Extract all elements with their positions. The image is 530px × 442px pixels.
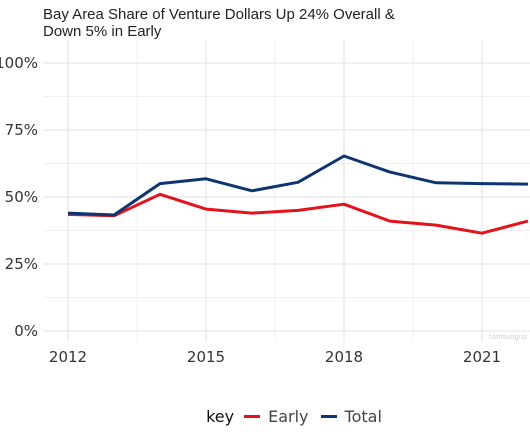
chart-title: Bay Area Share of Venture Dollars Up 24%… [43,6,443,40]
y-tick-label-100: 100% [0,54,38,72]
x-tick-label-2021: 2021 [463,348,501,366]
y-tick-label-0: 0% [14,322,38,340]
x-tick-label-2012: 2012 [49,348,87,366]
legend-swatch-early [244,415,261,418]
legend-title: key [206,407,235,426]
legend-label-early: Early [268,407,309,426]
legend-label-total: Total [344,407,382,426]
chart-title-line-2: Down 5% in Early [43,23,162,40]
x-tick-label-2018: 2018 [325,348,363,366]
series-line-early [67,192,529,235]
legend-swatch-total [320,415,337,418]
y-tick-label-25: 25% [5,255,38,273]
legend-item-total: Total [320,407,382,426]
series-line-total [67,154,529,217]
line-chart: 0% 25% 50% 75% 100% 2012 2015 2018 2021 tomtunguz [0,40,530,366]
legend-item-early: Early [244,407,309,426]
legend: key Early Total [0,407,530,426]
chart-title-line-1: Bay Area Share of Venture Dollars Up 24%… [43,6,395,23]
y-tick-label-50: 50% [5,188,38,206]
y-tick-label-75: 75% [5,121,38,139]
watermark-text: tomtunguz [489,333,527,341]
x-tick-label-2015: 2015 [187,348,225,366]
